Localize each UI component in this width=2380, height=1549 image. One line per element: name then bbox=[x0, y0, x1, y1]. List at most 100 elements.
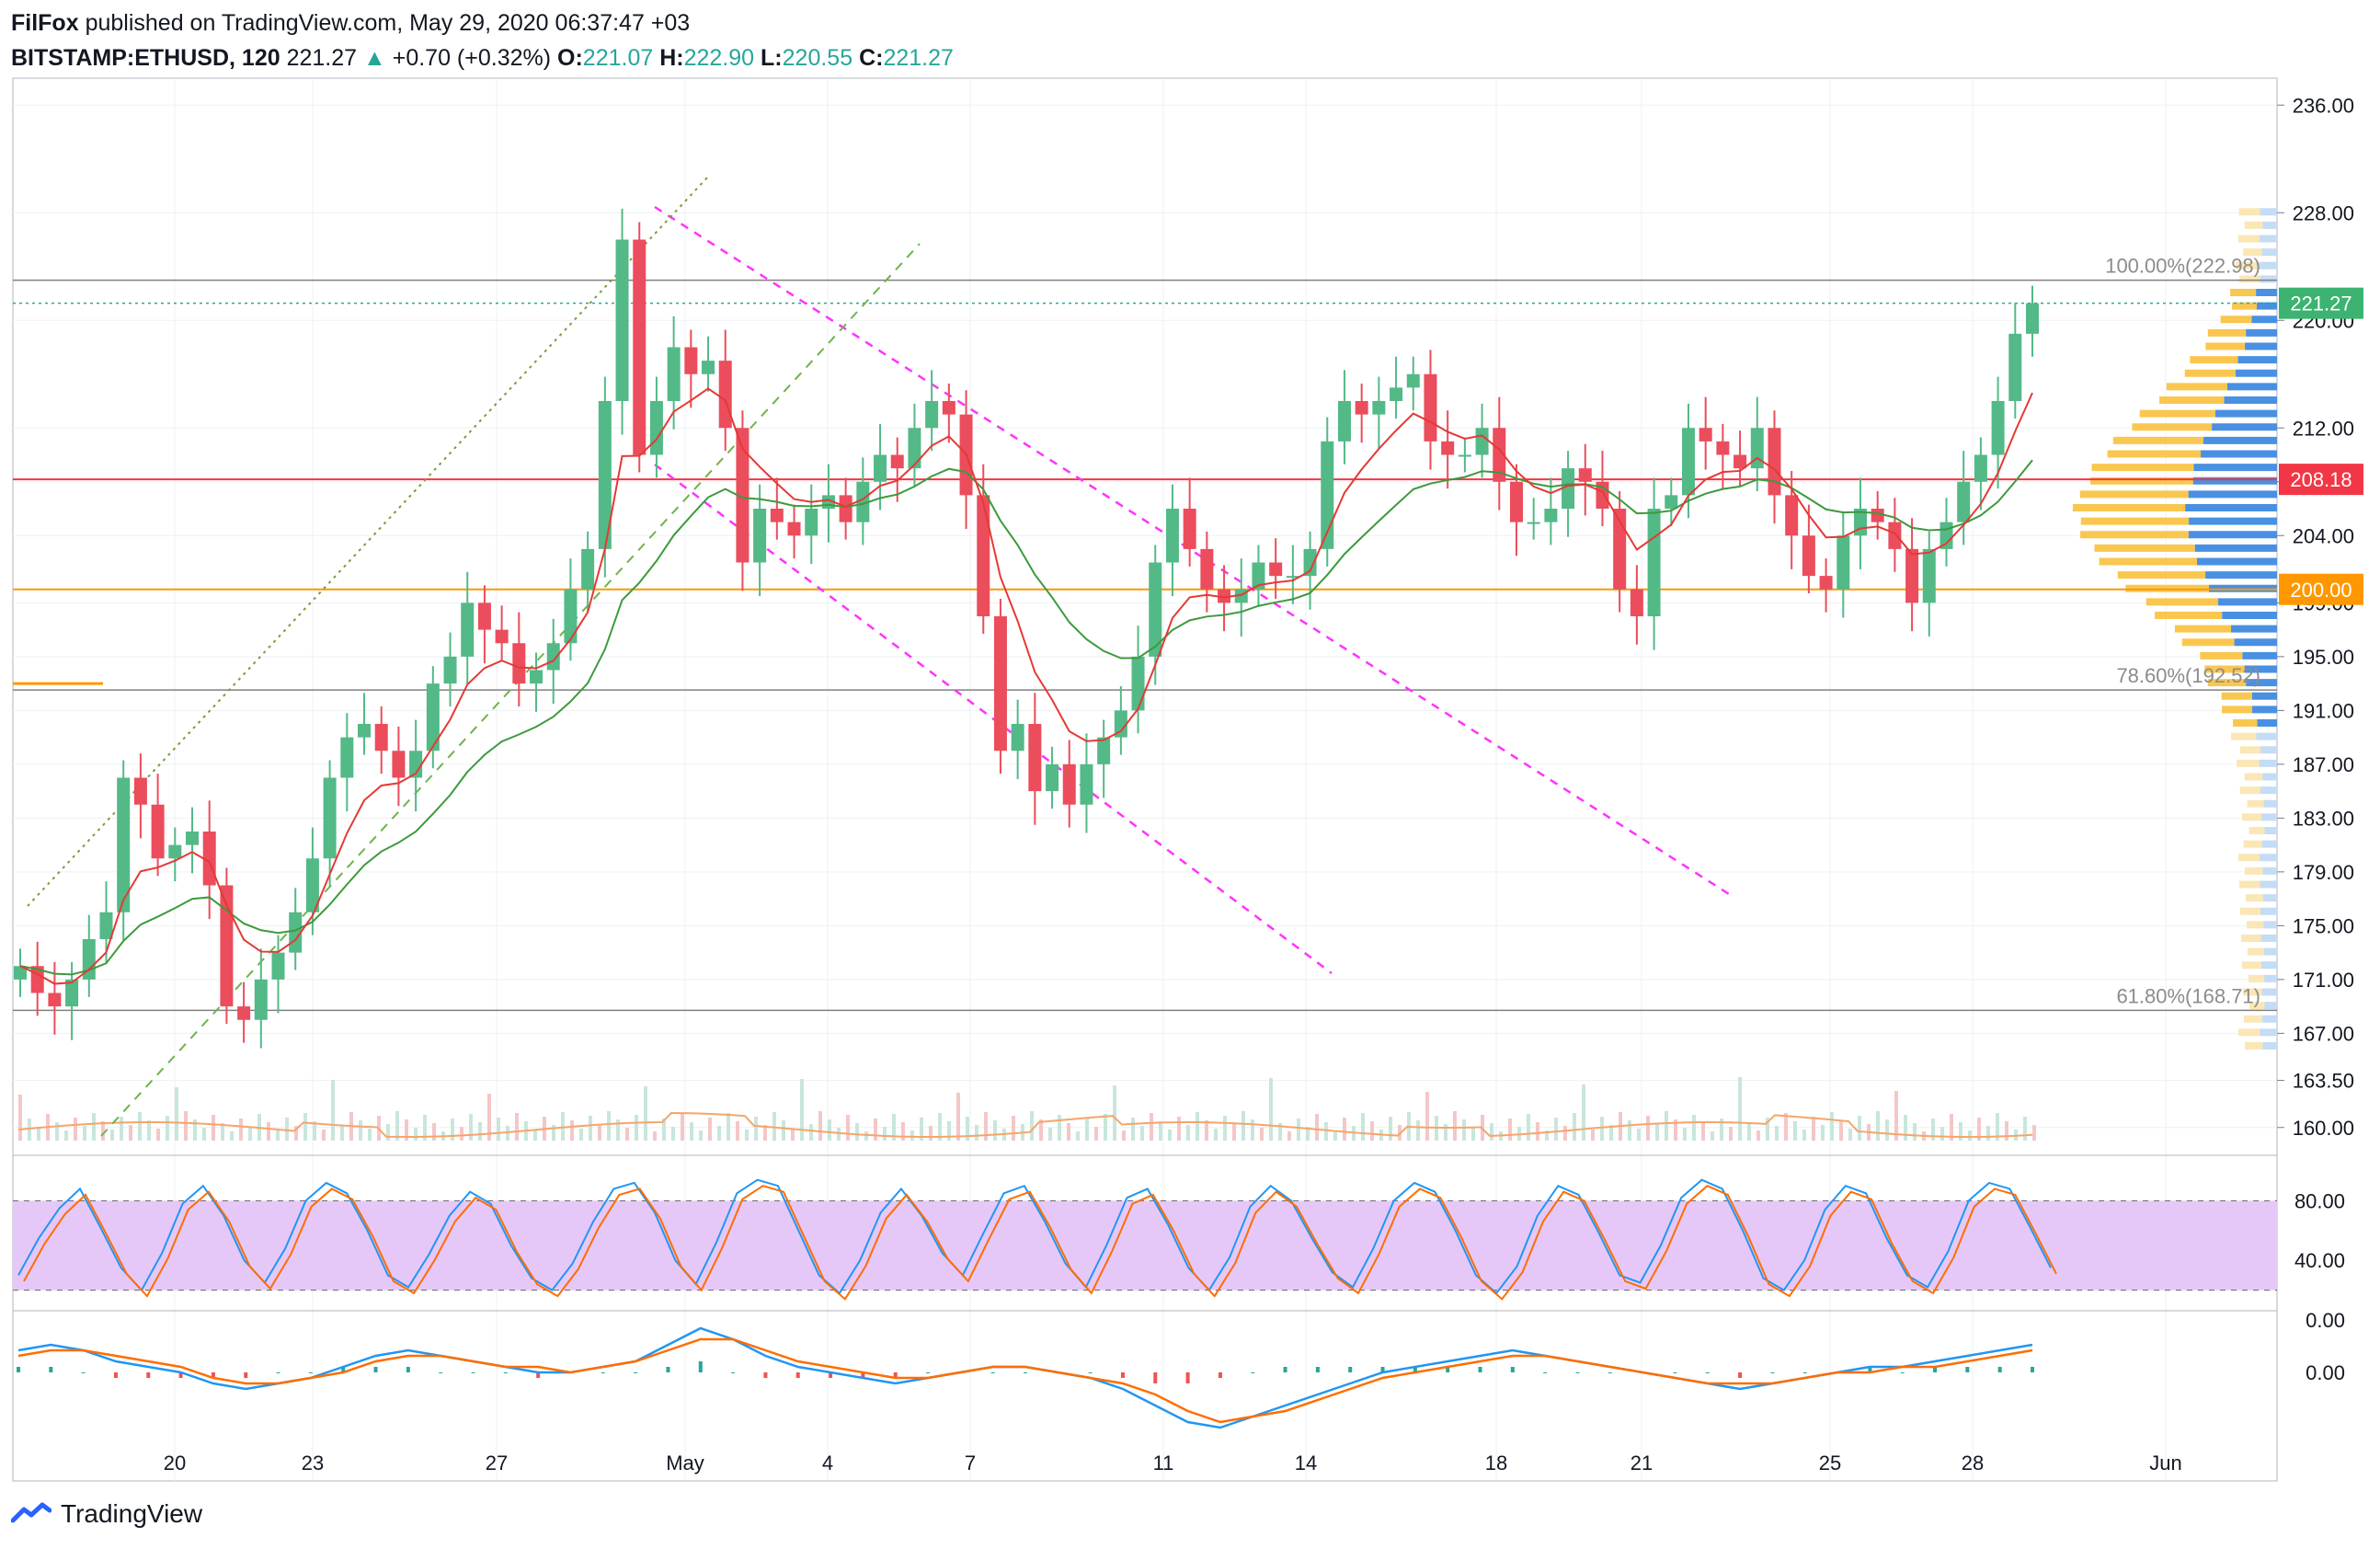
volume-bar bbox=[18, 1095, 22, 1141]
volume-profile-down bbox=[2230, 732, 2257, 740]
candle-down bbox=[1200, 548, 1214, 590]
tradingview-logo-icon[interactable] bbox=[11, 1502, 51, 1526]
candle-down bbox=[1062, 763, 1076, 805]
volume-profile-up bbox=[2260, 935, 2277, 942]
volume-bar bbox=[1444, 1124, 1447, 1141]
volume-bar bbox=[736, 1121, 739, 1141]
volume-profile-up bbox=[2242, 651, 2277, 660]
volume-bar bbox=[313, 1121, 316, 1141]
volume-bar bbox=[129, 1125, 132, 1141]
close-value: 221.27 bbox=[883, 45, 954, 71]
volume-bar bbox=[74, 1118, 77, 1141]
volume-profile-down bbox=[2238, 880, 2260, 889]
candle-up bbox=[908, 428, 921, 469]
candle-up bbox=[186, 832, 200, 845]
volume-profile-down bbox=[2243, 248, 2262, 257]
volume-bar bbox=[193, 1119, 197, 1141]
time-tick-label: 20 bbox=[164, 1451, 186, 1474]
volume-bar bbox=[1858, 1116, 1861, 1141]
macd-histogram-bar bbox=[1965, 1367, 1970, 1372]
volume-bar bbox=[395, 1111, 399, 1141]
volume-profile-down bbox=[2145, 598, 2218, 606]
candle-down bbox=[839, 495, 852, 522]
volume-profile-up bbox=[2256, 302, 2277, 310]
volume-bar bbox=[1159, 1121, 1162, 1141]
time-tick-label: 23 bbox=[302, 1451, 324, 1474]
volume-bar bbox=[791, 1129, 795, 1141]
candle-up bbox=[1011, 724, 1024, 752]
price-tick-label: 187.00 bbox=[2293, 753, 2354, 776]
volume-bar bbox=[202, 1128, 206, 1141]
candle-up bbox=[65, 979, 79, 1007]
volume-bar bbox=[910, 1130, 914, 1141]
candle-down bbox=[993, 616, 1007, 752]
macd-histogram-bar bbox=[1575, 1372, 1580, 1373]
volume-bar bbox=[625, 1128, 629, 1141]
volume-bar bbox=[1122, 1130, 1126, 1141]
volume-bar bbox=[1711, 1131, 1714, 1141]
price-tick-label: 163.50 bbox=[2293, 1070, 2354, 1093]
macd-histogram-bar bbox=[1185, 1372, 1190, 1383]
volume-profile-down bbox=[2247, 799, 2264, 808]
symbol-label[interactable]: BITSTAMP:ETHUSD, 120 bbox=[11, 45, 280, 71]
volume-bar bbox=[993, 1120, 997, 1141]
volume-profile-up bbox=[2262, 1042, 2277, 1050]
volume-bar bbox=[1324, 1122, 1328, 1141]
volume-bar bbox=[1876, 1111, 1880, 1141]
high-label: H: bbox=[659, 45, 684, 71]
volume-bar bbox=[929, 1126, 933, 1141]
time-tick-label: 21 bbox=[1631, 1451, 1653, 1474]
volume-bar bbox=[1196, 1112, 1199, 1141]
volume-bar bbox=[920, 1118, 923, 1141]
volume-bar bbox=[1848, 1129, 1852, 1141]
macd-histogram-bar bbox=[308, 1372, 313, 1373]
volume-bar bbox=[1950, 1114, 1953, 1141]
publisher-name[interactable]: FilFox bbox=[11, 10, 79, 36]
volume-profile-down bbox=[2244, 866, 2263, 875]
time-tick-label: 7 bbox=[965, 1451, 976, 1474]
volume-bar bbox=[1462, 1119, 1466, 1141]
volume-bar bbox=[782, 1120, 785, 1141]
candle-up bbox=[1372, 401, 1386, 415]
volume-profile-up bbox=[2262, 773, 2277, 781]
candle-down bbox=[942, 401, 955, 415]
fib-level-label: 100.00%(222.98) bbox=[2105, 255, 2260, 278]
tradingview-brand[interactable]: TradingView bbox=[61, 1499, 203, 1528]
candle-up bbox=[1562, 468, 1575, 509]
candle-down bbox=[1871, 509, 1884, 522]
volume-profile-down bbox=[2240, 935, 2261, 942]
candle-down bbox=[477, 602, 491, 630]
volume-bar bbox=[1628, 1120, 1631, 1141]
volume-profile-up bbox=[2246, 679, 2277, 687]
volume-bar bbox=[570, 1120, 574, 1141]
volume-profile-up bbox=[2262, 894, 2277, 902]
volume-bar bbox=[1150, 1113, 1153, 1141]
volume-profile-up bbox=[2260, 880, 2277, 889]
candle-down bbox=[1424, 373, 1437, 442]
volume-bar bbox=[1802, 1130, 1806, 1141]
volume-bar bbox=[1931, 1119, 1935, 1141]
candle-down bbox=[1028, 724, 1042, 792]
volume-bar bbox=[460, 1127, 463, 1141]
volume-profile-down bbox=[2190, 356, 2238, 364]
volume-profile-down bbox=[2200, 651, 2243, 660]
volume-bar bbox=[1591, 1130, 1595, 1141]
volume-profile-up bbox=[2262, 866, 2277, 875]
published-info: published on TradingView.com, May 29, 20… bbox=[85, 10, 691, 36]
volume-bar bbox=[727, 1113, 730, 1141]
volume-profile-up bbox=[2224, 396, 2277, 404]
volume-bar bbox=[1030, 1111, 1034, 1141]
volume-bar bbox=[1747, 1122, 1751, 1141]
volume-bar bbox=[1104, 1114, 1107, 1141]
candle-up bbox=[1991, 401, 2005, 455]
volume-profile-down bbox=[2080, 531, 2189, 539]
volume-profile-down bbox=[2245, 894, 2263, 902]
volume-profile-down bbox=[2241, 961, 2261, 970]
volume-bar bbox=[1076, 1131, 1080, 1141]
volume-profile-down bbox=[2242, 988, 2262, 996]
macd-histogram-bar bbox=[406, 1367, 410, 1372]
volume-bar bbox=[101, 1121, 105, 1141]
volume-bar bbox=[497, 1118, 500, 1141]
volume-bar bbox=[1830, 1112, 1834, 1141]
